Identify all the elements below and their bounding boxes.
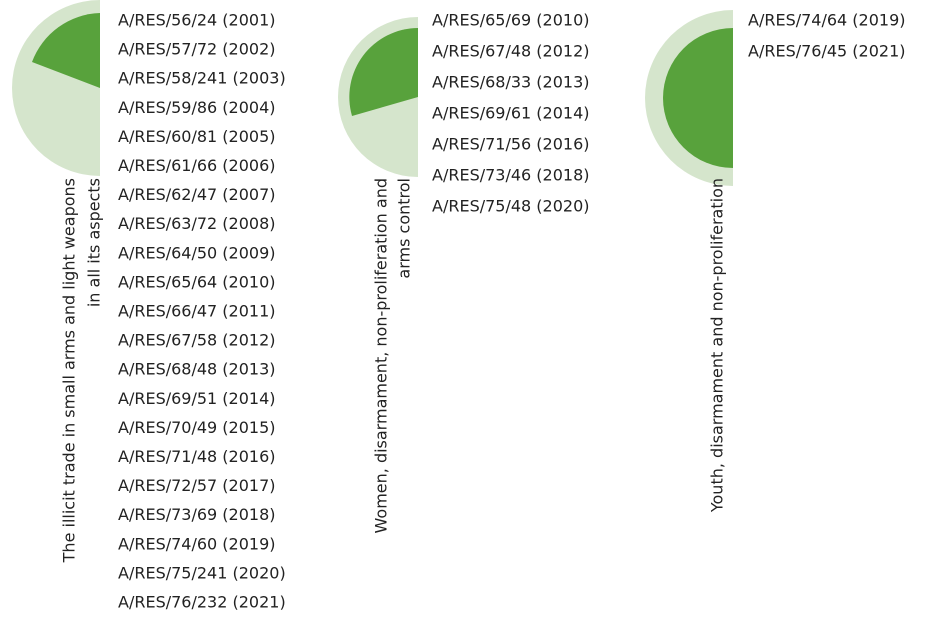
resolution: A/RES/68/33 (2013)	[432, 73, 590, 92]
group-label: Women, disarmament, non-proliferation an…	[372, 178, 391, 533]
resolution: A/RES/73/46 (2018)	[432, 166, 590, 185]
resolution: A/RES/75/241 (2020)	[118, 563, 286, 582]
wedge	[32, 13, 100, 88]
resolution: A/RES/68/48 (2013)	[118, 360, 276, 379]
resolution: A/RES/62/47 (2007)	[118, 185, 276, 204]
resolution: A/RES/69/61 (2014)	[432, 104, 590, 123]
resolution: A/RES/74/64 (2019)	[748, 11, 906, 30]
wedge	[349, 28, 418, 116]
resolution: A/RES/67/48 (2012)	[432, 42, 590, 61]
resolution: A/RES/71/48 (2016)	[118, 447, 276, 466]
resolution: A/RES/69/51 (2014)	[118, 389, 276, 408]
resolution: A/RES/65/69 (2010)	[432, 11, 590, 30]
group-label: The illicit trade in small arms and ligh…	[60, 178, 79, 563]
resolution: A/RES/76/232 (2021)	[118, 593, 286, 612]
group-label: Youth, disarmament and non-proliferation	[708, 178, 727, 513]
wedge	[663, 28, 733, 168]
resolution: A/RES/56/24 (2001)	[118, 11, 276, 30]
group-label: in all its aspects	[85, 178, 104, 307]
resolution: A/RES/72/57 (2017)	[118, 476, 276, 495]
resolution: A/RES/67/58 (2012)	[118, 331, 276, 350]
resolution: A/RES/70/49 (2015)	[118, 418, 276, 437]
resolution: A/RES/76/45 (2021)	[748, 42, 906, 61]
resolution: A/RES/74/60 (2019)	[118, 534, 276, 553]
group-label: arms control	[395, 178, 414, 279]
resolution: A/RES/73/69 (2018)	[118, 505, 276, 524]
resolution: A/RES/59/86 (2004)	[118, 98, 276, 117]
resolution: A/RES/71/56 (2016)	[432, 135, 590, 154]
resolution: A/RES/66/47 (2011)	[118, 302, 276, 321]
resolution: A/RES/57/72 (2002)	[118, 40, 276, 59]
resolution: A/RES/65/64 (2010)	[118, 272, 276, 291]
resolution: A/RES/60/81 (2005)	[118, 127, 276, 146]
resolution: A/RES/75/48 (2020)	[432, 197, 590, 216]
resolution: A/RES/58/241 (2003)	[118, 69, 286, 88]
resolution: A/RES/64/50 (2009)	[118, 243, 276, 262]
resolution: A/RES/61/66 (2006)	[118, 156, 276, 175]
resolution: A/RES/63/72 (2008)	[118, 214, 276, 233]
